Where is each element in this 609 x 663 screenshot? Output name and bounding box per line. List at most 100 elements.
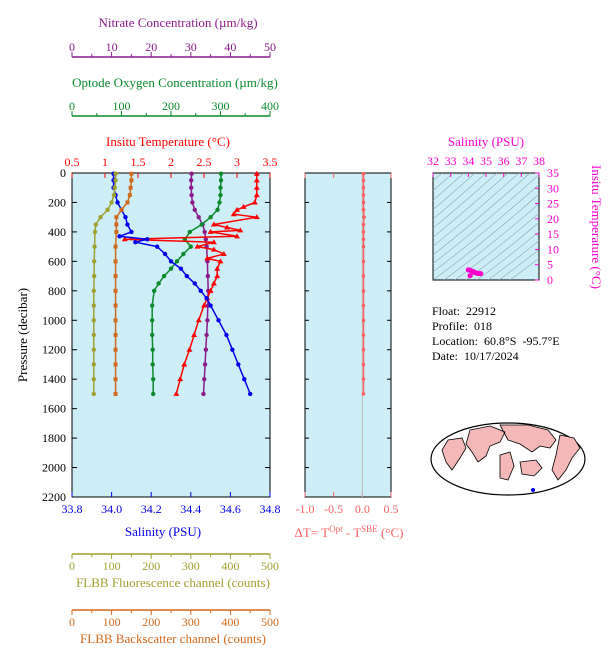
- oxygen-point: [187, 229, 193, 235]
- nitrate-axis-tick-label: 10: [106, 40, 118, 54]
- backscatter-point: [129, 178, 134, 183]
- density-contour: [465, 222, 539, 280]
- nitrate-axis: Nitrate Concentration (µm/kg) 0 10 20 30 40 5…: [69, 15, 276, 58]
- world-map: [430, 422, 586, 496]
- fluorescence-point: [91, 259, 97, 264]
- fluorescence-point: [111, 192, 117, 198]
- temperature-tick-label: 1: [102, 155, 108, 169]
- oxygen-point: [199, 222, 204, 227]
- backscatter-point: [127, 193, 132, 198]
- temperature-point: [220, 251, 227, 256]
- temperature-point: [195, 317, 202, 323]
- fluorescence-point: [92, 229, 98, 235]
- delta-point: [361, 200, 366, 205]
- salinity-point: [162, 251, 168, 257]
- temperature-tick-label: 2: [168, 155, 174, 169]
- backscatter-axis-tick-label: 500: [261, 615, 279, 629]
- oxygen-point: [188, 244, 193, 249]
- ts-salinity-tick-label: 37: [515, 154, 527, 168]
- temperature-point: [253, 192, 260, 198]
- backscatter-point: [113, 303, 118, 308]
- fluorescence-point: [91, 318, 96, 323]
- temperature-point: [224, 224, 231, 230]
- delta-point: [361, 392, 366, 396]
- backscatter-point: [113, 391, 118, 396]
- density-contour: [509, 257, 539, 280]
- date: Date: 10/17/2024: [432, 349, 519, 363]
- oxygen-point: [218, 192, 223, 198]
- backscatter-point: [113, 274, 118, 279]
- fluorescence-point: [91, 362, 96, 367]
- temperature-point: [234, 233, 240, 239]
- oxygen-point: [218, 178, 224, 183]
- fluorescence-point: [113, 171, 118, 176]
- temperature-point: [214, 265, 221, 271]
- ts-salinity-tick-label: 34: [462, 154, 474, 168]
- density-contour: [498, 249, 539, 280]
- fluorescence-point: [91, 376, 96, 382]
- temperature-point: [207, 287, 214, 293]
- density-contour: [433, 174, 539, 264]
- salinity-point: [236, 362, 241, 367]
- density-contour: [433, 173, 476, 211]
- backscatter-point: [113, 347, 118, 352]
- fluorescence-point: [91, 288, 96, 294]
- delta-point: [362, 215, 366, 219]
- fluorescence-point: [91, 347, 96, 352]
- nitrate-axis-tick-label: 40: [224, 40, 236, 54]
- ts-temperature-tick-label: 20: [547, 212, 559, 226]
- salinity-point: [198, 288, 203, 294]
- oxygen-point: [149, 318, 155, 323]
- pressure-tick-label: 1200: [42, 343, 66, 357]
- delta-tick-label: -0.5: [324, 502, 343, 516]
- salinity-point: [208, 303, 213, 308]
- oxygen-point: [149, 303, 155, 308]
- temperature-point: [201, 302, 207, 308]
- ts-temperature-tick-label: 10: [547, 242, 559, 256]
- backscatter-axis-tick-label: 0: [69, 615, 75, 629]
- ts-temperature-tick-label: 25: [547, 197, 559, 211]
- fluorescence-point: [113, 178, 118, 183]
- delta-point: [361, 259, 366, 264]
- fluorescence-point: [98, 214, 103, 220]
- backscatter-point: [113, 244, 118, 249]
- fluorescence-point: [105, 207, 110, 213]
- backscatter-point: [129, 171, 134, 176]
- temperature-point: [253, 214, 260, 220]
- fluorescence-axis: 0 100 200 300 400 500 FLBB Fluorescence chann…: [69, 553, 279, 590]
- density-contour: [433, 184, 539, 273]
- fluorescence-point: [109, 200, 114, 205]
- backscatter-point: [114, 229, 119, 234]
- oxygen-axis: Optode Oxygen Concentration (µm/kg) 0 100…: [69, 75, 279, 117]
- delta-point: [361, 289, 366, 293]
- temperature-tick-label: 0.5: [65, 155, 80, 169]
- backscatter-point: [113, 333, 118, 337]
- oxygen-point: [168, 266, 174, 271]
- temperature-point: [181, 361, 188, 367]
- fluorescence-point: [91, 391, 96, 397]
- oxygen-point: [215, 207, 220, 213]
- fluorescence-axis-tick-label: 300: [182, 559, 200, 573]
- temperature-point: [253, 170, 260, 176]
- ts-point: [467, 273, 473, 279]
- oxygen-point: [181, 251, 186, 257]
- float-location-marker: [531, 488, 535, 492]
- ts-temperature-label: Insitu Temperature (°C): [589, 165, 604, 289]
- backscatter-point: [119, 207, 124, 212]
- oxygen-axis-tick-label: 400: [261, 99, 279, 113]
- pressure-tick-label: 2200: [42, 490, 66, 504]
- delta-point: [361, 222, 366, 227]
- delta-point: [361, 178, 366, 183]
- ts-panel: [432, 172, 540, 281]
- temperature-point: [251, 199, 258, 205]
- backscatter-axis: 0 100 200 300 400 500 FLBB Backscatter channe…: [69, 609, 279, 646]
- delta-line: [362, 173, 365, 394]
- nitrate-point: [196, 214, 201, 220]
- fluorescence-point: [112, 185, 117, 190]
- temperature-point: [237, 227, 244, 233]
- pressure-tick-label: 200: [48, 195, 66, 209]
- backscatter-point: [128, 185, 133, 190]
- salinity-point: [117, 234, 122, 239]
- delta-point: [361, 237, 366, 242]
- ts-salinity-tick-label: 35: [480, 154, 492, 168]
